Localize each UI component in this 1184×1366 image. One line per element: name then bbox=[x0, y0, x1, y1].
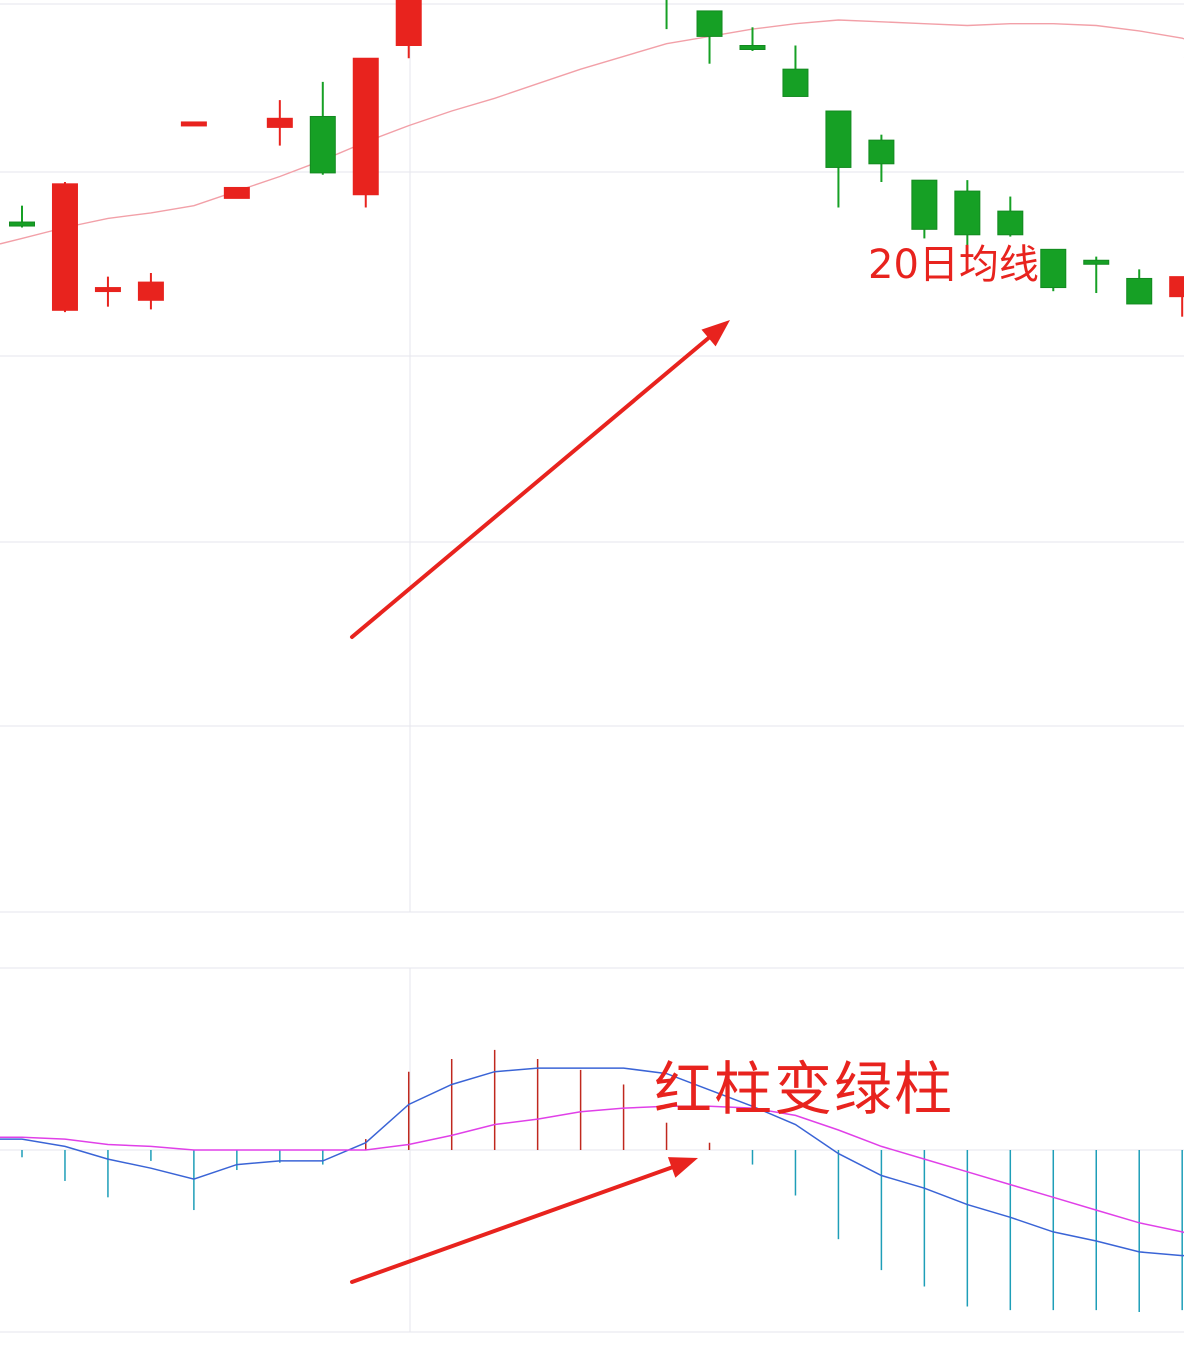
candle-body bbox=[309, 115, 336, 174]
candle bbox=[137, 273, 164, 310]
candle-body bbox=[352, 57, 379, 196]
macd-histogram-layer bbox=[21, 1049, 1183, 1312]
annotation-arrows-layer bbox=[350, 320, 730, 1284]
candle-body bbox=[739, 45, 766, 50]
macd-arrow bbox=[350, 1157, 698, 1284]
candle bbox=[266, 100, 293, 146]
dif-line bbox=[0, 1067, 1184, 1260]
ma20-arrow bbox=[350, 320, 730, 639]
candle-body bbox=[997, 210, 1024, 236]
ma20-line-layer bbox=[0, 19, 1184, 245]
candle bbox=[395, 0, 422, 59]
candle-body bbox=[1169, 276, 1184, 298]
arrow-head bbox=[667, 1157, 698, 1178]
candle-body bbox=[94, 287, 121, 293]
candle-body bbox=[1126, 277, 1153, 305]
candle bbox=[1083, 256, 1110, 294]
candle bbox=[51, 182, 78, 313]
candle bbox=[94, 276, 121, 307]
candle-body bbox=[911, 179, 938, 230]
candle-body bbox=[223, 186, 250, 199]
candle bbox=[309, 81, 336, 175]
candle-body bbox=[825, 110, 852, 168]
candle bbox=[1169, 276, 1184, 317]
candle bbox=[825, 110, 852, 208]
arrow-shaft bbox=[350, 335, 711, 639]
candle bbox=[868, 134, 895, 182]
candle bbox=[696, 10, 723, 64]
candle bbox=[665, 0, 668, 30]
dea-line bbox=[0, 1105, 1184, 1247]
candle bbox=[954, 180, 981, 246]
candle bbox=[1126, 269, 1153, 305]
candle-body bbox=[266, 117, 293, 128]
candle-body bbox=[954, 190, 981, 236]
candle-body bbox=[395, 0, 422, 46]
macd-annotation: 红柱变绿柱 bbox=[654, 1055, 955, 1123]
candle bbox=[180, 121, 207, 127]
candle-body bbox=[696, 10, 723, 37]
candle-body bbox=[137, 281, 164, 301]
candle-body bbox=[9, 221, 35, 227]
arrow-shaft bbox=[350, 1165, 674, 1284]
chart-grid bbox=[0, 0, 1184, 1333]
candles-layer bbox=[9, 0, 1184, 317]
candle bbox=[739, 27, 766, 51]
candle-body bbox=[1083, 259, 1110, 265]
candle bbox=[997, 196, 1024, 237]
candle bbox=[782, 45, 809, 97]
candle-body bbox=[1040, 248, 1067, 289]
candle bbox=[911, 179, 938, 239]
ma20-annotation: 20日均线 bbox=[868, 242, 1039, 288]
candle-body bbox=[180, 121, 207, 127]
candle-body bbox=[782, 68, 809, 97]
candle-body bbox=[51, 183, 78, 311]
candle-body bbox=[868, 139, 895, 165]
arrow-head bbox=[701, 320, 730, 347]
macd-lines-layer bbox=[0, 1067, 1184, 1260]
ma20-line bbox=[0, 19, 1184, 245]
candle bbox=[9, 205, 35, 228]
candle bbox=[352, 57, 379, 208]
candle bbox=[223, 186, 250, 199]
candle bbox=[1040, 248, 1067, 292]
